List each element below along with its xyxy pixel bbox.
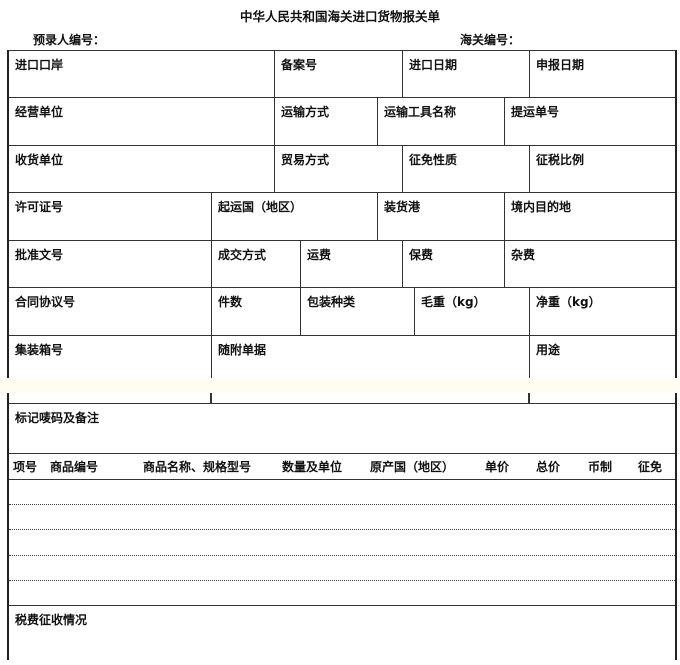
col-unit-price: 单价	[485, 460, 510, 474]
field-trade-mode[interactable]: 贸易方式	[275, 146, 403, 192]
item-line	[9, 504, 675, 505]
field-misc-fees[interactable]: 杂费	[511, 248, 536, 262]
col-origin: 原产国（地区）	[370, 460, 455, 474]
field-transport-name[interactable]: 运输工具名称	[378, 98, 505, 145]
field-consignee[interactable]: 收货单位	[9, 146, 275, 192]
divider	[528, 393, 529, 404]
field-marks-remarks[interactable]: 标记唛码及备注	[9, 403, 675, 453]
field-levy-nature[interactable]: 征免性质	[403, 146, 530, 192]
form-row-1: 进口口岸 备案号 进口日期 申报日期	[9, 50, 675, 97]
form-row-4: 许可证号 起运国（地区） 装货港 境内目的地	[9, 192, 675, 240]
col-total-price: 总价	[536, 460, 561, 474]
field-import-port[interactable]: 进口口岸	[9, 51, 275, 97]
field-record-no[interactable]: 备案号	[275, 51, 403, 97]
form-row-2: 经营单位 运输方式 运输工具名称 提运单号	[9, 97, 675, 145]
field-net-weight[interactable]: 净重（kg）	[536, 295, 601, 309]
field-approval-no[interactable]: 批准文号	[9, 241, 212, 287]
col-goods-code: 商品编号	[50, 460, 99, 474]
form-row-5: 批准文号 成交方式 运费 保费 杂费	[9, 240, 675, 287]
preentry-number-label: 预录人编号：	[33, 33, 106, 47]
field-tax-status[interactable]: 税费征收情况	[9, 605, 675, 665]
field-pieces[interactable]: 件数	[212, 288, 301, 335]
col-currency: 币制	[588, 460, 613, 474]
col-quantity-unit: 数量及单位	[282, 460, 343, 474]
form-row-3: 收货单位 贸易方式 征免性质 征税比例	[9, 145, 675, 192]
field-transport-mode[interactable]: 运输方式	[275, 98, 378, 145]
item-line	[9, 529, 675, 530]
items-header	[9, 453, 675, 479]
field-operating-unit[interactable]: 经营单位	[9, 98, 275, 145]
field-contract-no[interactable]: 合同协议号	[9, 288, 212, 335]
divider	[210, 393, 211, 404]
field-insurance[interactable]: 保费	[403, 241, 505, 287]
field-gross-weight[interactable]: 毛重（kg）	[415, 288, 530, 335]
form-row-6: 合同协议号 件数 包装种类 毛重（kg） 净重（kg）	[9, 287, 675, 335]
col-goods-name: 商品名称、规格型号	[143, 460, 252, 474]
items-area[interactable]	[9, 479, 675, 605]
col-item-no: 项号	[13, 460, 38, 474]
field-package-type[interactable]: 包装种类	[301, 288, 415, 335]
field-deal-mode[interactable]: 成交方式	[212, 241, 301, 287]
field-destination[interactable]: 境内目的地	[511, 200, 572, 214]
field-import-date[interactable]: 进口日期	[403, 51, 530, 97]
item-line	[9, 580, 675, 581]
field-attached-docs[interactable]: 随附单据	[212, 336, 530, 403]
field-origin-country[interactable]: 起运国（地区）	[212, 193, 378, 240]
field-loading-port[interactable]: 装货港	[378, 193, 505, 240]
declaration-form-table: 进口口岸 备案号 进口日期 申报日期 经营单位 运输方式 运输工具名称 提运单号…	[7, 50, 677, 660]
field-tax-ratio[interactable]: 征税比例	[536, 153, 585, 167]
field-license-no[interactable]: 许可证号	[9, 193, 212, 240]
field-freight[interactable]: 运费	[301, 241, 403, 287]
field-container-no[interactable]: 集装箱号	[9, 336, 212, 403]
form-title: 中华人民共和国海关进口货物报关单	[239, 9, 440, 24]
form-row-7: 集装箱号 随附单据 用途	[9, 335, 675, 403]
col-levy: 征免	[638, 460, 663, 474]
field-declare-date[interactable]: 申报日期	[536, 58, 585, 72]
customs-number-label: 海关编号：	[460, 33, 521, 47]
field-bill-of-lading[interactable]: 提运单号	[511, 105, 560, 119]
field-usage[interactable]: 用途	[536, 343, 561, 357]
item-line	[9, 555, 675, 556]
scan-gap	[0, 378, 680, 393]
scan-gap-edge	[0, 378, 7, 393]
